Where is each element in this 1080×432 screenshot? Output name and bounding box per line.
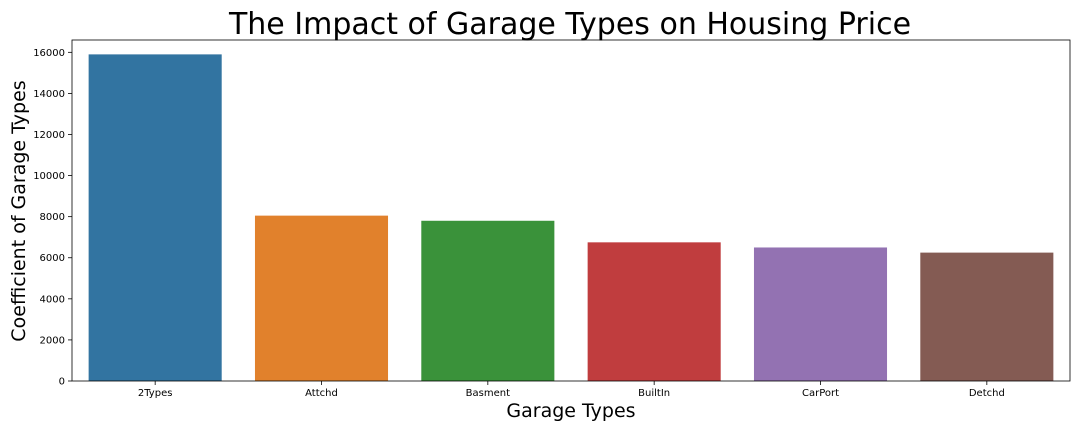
bars-group	[88, 54, 1054, 381]
y-tick-label: 2000	[40, 335, 65, 346]
y-tick-label: 12000	[33, 130, 65, 141]
x-tick-label: Detchd	[969, 388, 1005, 399]
y-tick-label: 14000	[33, 89, 65, 100]
x-axis-label: Garage Types	[506, 400, 635, 422]
y-tick-label: 0	[59, 377, 65, 388]
y-axis: 0 2000 4000 6000 8000 10000 12000 14000 16000	[33, 48, 72, 388]
bar-basment	[421, 220, 555, 381]
x-tick-label: Basment	[466, 388, 510, 399]
bar-2types	[88, 54, 222, 381]
y-tick-label: 4000	[40, 294, 65, 305]
y-tick-label: 10000	[33, 171, 65, 182]
x-tick-label: CarPort	[802, 388, 839, 399]
y-tick-label: 6000	[40, 253, 65, 264]
y-tick-label: 8000	[40, 212, 65, 223]
x-axis: 2Types Attchd Basment BuiltIn CarPort Detchd	[138, 381, 1005, 399]
bar-carport	[753, 247, 888, 381]
x-tick-label: BuiltIn	[638, 388, 670, 399]
chart-title: The Impact of Garage Types on Housing Pr…	[228, 7, 911, 42]
y-axis-label: Coefficient of Garage Types	[8, 80, 30, 341]
x-tick-label: Attchd	[305, 388, 338, 399]
x-tick-label: 2Types	[138, 388, 173, 399]
plot-frame	[71, 39, 1071, 382]
y-tick-label: 16000	[33, 48, 65, 59]
bar-builtin	[587, 242, 721, 381]
bar-attchd	[254, 215, 389, 381]
bar-detchd	[920, 252, 1054, 381]
